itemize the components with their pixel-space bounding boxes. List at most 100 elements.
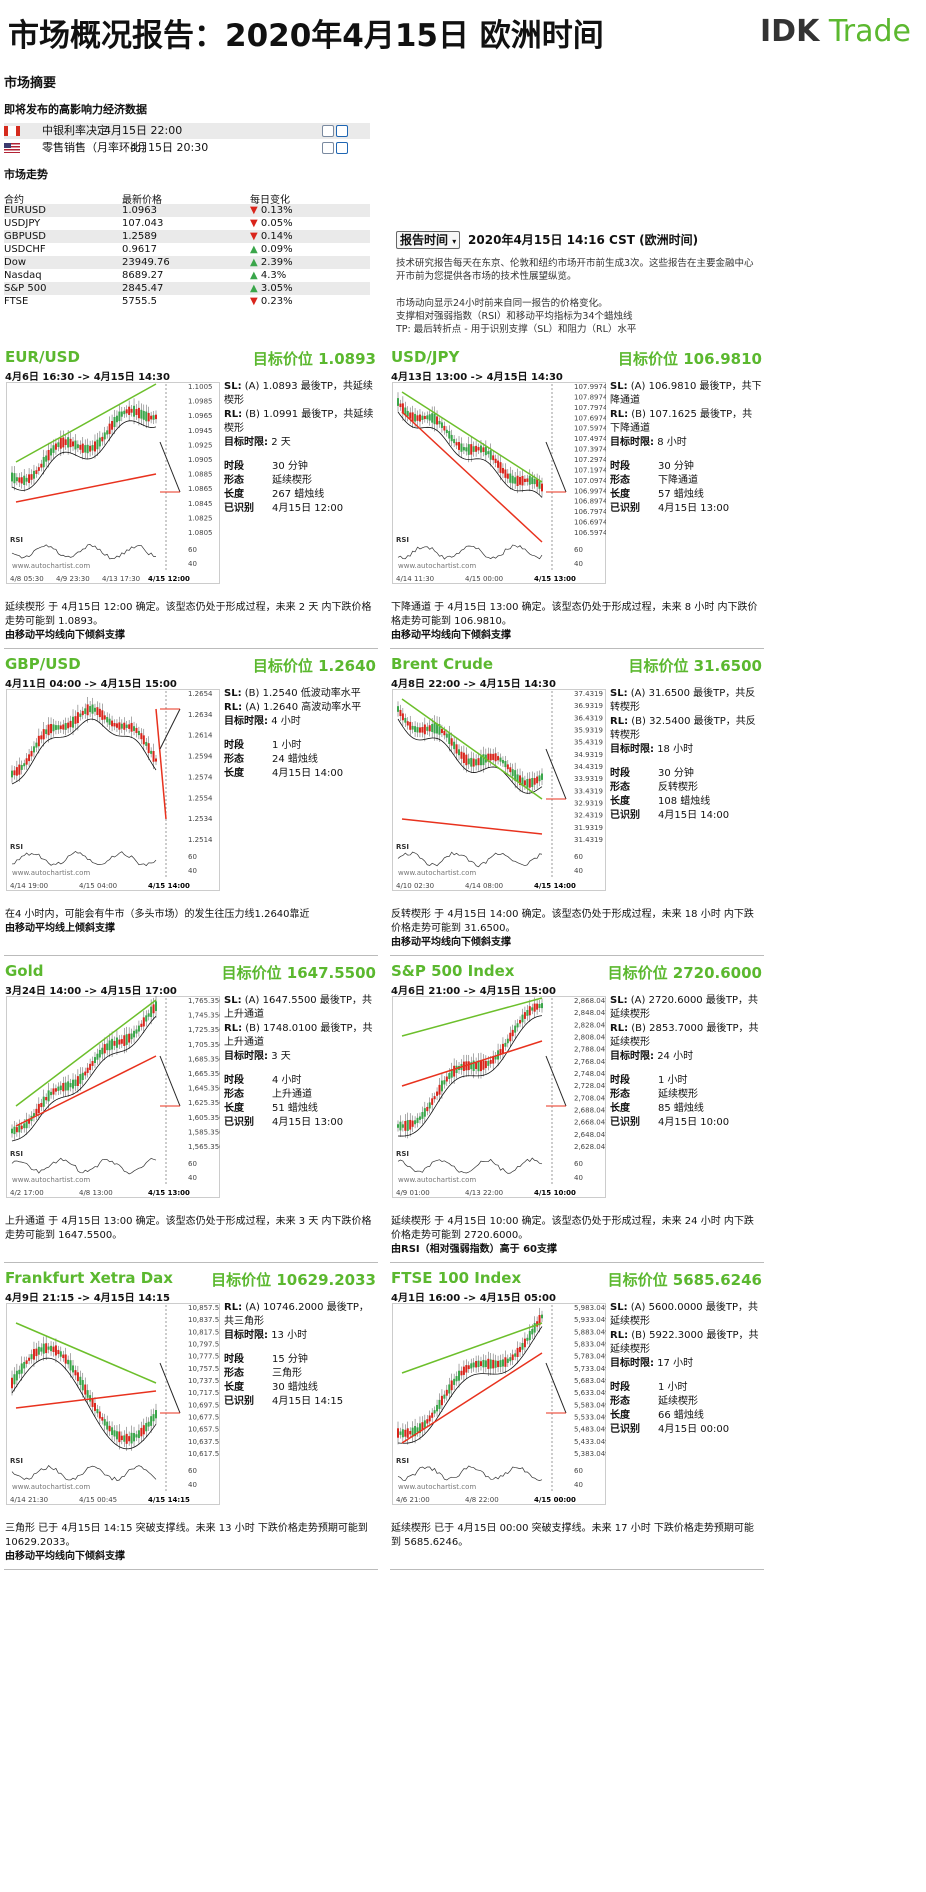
rsi-tick-label: 40 — [574, 560, 583, 568]
instrument-name: Dow — [4, 257, 26, 268]
candle — [499, 757, 502, 762]
candle — [421, 1112, 424, 1119]
candle — [108, 1425, 111, 1432]
candle — [123, 1435, 126, 1442]
candle — [113, 416, 116, 428]
candle — [541, 1003, 543, 1009]
candle — [460, 751, 463, 759]
candle — [133, 726, 136, 731]
y-tick-label: 2,688.0477 — [574, 1107, 606, 1115]
candle — [531, 777, 534, 787]
candle — [108, 423, 111, 435]
chart-area[interactable]: 1.1005 1.0985 1.0965 1.0945 1.0925 1.0905 1.08… — [6, 382, 220, 584]
candle — [98, 1411, 101, 1419]
arrow-up-icon: ▲ — [250, 283, 258, 294]
candle — [409, 1119, 412, 1130]
chart-area[interactable]: 2,868.0477 2,848.0477 2,828.0477 2,808.0477… — [392, 996, 614, 1198]
moving-average-line — [397, 411, 543, 498]
y-tick-label: 5,983.0494 — [574, 1304, 606, 1312]
candle — [108, 718, 111, 725]
us-flag-icon — [4, 143, 20, 153]
candle — [93, 1403, 96, 1411]
y-tick-label: 36.4319 — [574, 714, 603, 722]
candle — [479, 756, 482, 766]
y-tick-label: 107.1974 — [574, 466, 606, 474]
panel-description: 延续楔形 于 4月15日 12:00 确定。该型态仍处于形成过程，未来 2 天 … — [5, 602, 372, 627]
rsi-label: RSI — [10, 536, 23, 544]
candle — [445, 733, 448, 738]
candle — [130, 722, 133, 732]
chart-area[interactable]: 107.9974 107.8974 107.7974 107.6974 107.5974… — [392, 382, 608, 584]
x-tick-label: 4/9 23:30 — [56, 575, 90, 583]
watermark: www.autochartist.com — [12, 1176, 90, 1184]
calendar-icon[interactable] — [322, 125, 334, 137]
rsi-line — [397, 1465, 543, 1482]
candle — [450, 1069, 453, 1078]
candle — [69, 720, 72, 728]
calendar-add-icon[interactable] — [336, 125, 348, 137]
y-tick-label: 10,797.5176 — [188, 1341, 220, 1349]
candle — [42, 1096, 45, 1107]
candle — [74, 716, 77, 724]
arrow-down-icon: ▼ — [250, 231, 258, 242]
candle — [150, 415, 153, 420]
candle — [130, 408, 133, 413]
candle — [541, 773, 543, 780]
support-line — [401, 411, 543, 543]
candle — [521, 1014, 524, 1023]
candle — [11, 1128, 13, 1134]
candle — [42, 729, 45, 740]
candle — [67, 437, 70, 448]
panel-description: 延续楔形 已于 4月15日 00:00 突破支撑线。未来 17 小时 下跌价格走… — [391, 1523, 754, 1548]
candle — [72, 1365, 75, 1373]
candle — [509, 473, 512, 483]
candle — [426, 726, 429, 731]
support-line — [155, 708, 167, 820]
candle — [438, 724, 441, 735]
candle — [140, 1427, 143, 1437]
chart-area[interactable]: 10,857.5176 10,837.5176 10,817.5176 10,797.… — [6, 1303, 233, 1505]
candle — [514, 477, 517, 484]
candle — [69, 1360, 72, 1371]
candle — [514, 1353, 517, 1357]
chart-panel: Gold 目标价位 1647.5500 3月24日 14:00 -> 4月15日… — [4, 960, 378, 1263]
candle — [155, 1410, 157, 1419]
x-tick-label: 4/15 13:00 — [534, 575, 576, 583]
candle — [98, 708, 101, 718]
candle — [426, 1419, 429, 1424]
y-tick-label: 5,633.0494 — [574, 1389, 606, 1397]
candle — [458, 442, 461, 450]
candle — [455, 1065, 458, 1073]
forecast-arrow — [159, 1055, 181, 1107]
y-tick-label: 10,617.5176 — [188, 1450, 220, 1458]
candle — [133, 1030, 136, 1038]
candle — [519, 476, 522, 485]
rsi-tick-label: 40 — [574, 867, 583, 875]
candle — [467, 758, 470, 765]
instrument-change: ▼ 0.14% — [250, 231, 293, 242]
candle — [450, 434, 453, 442]
calendar-icon[interactable] — [322, 142, 334, 154]
instrument-change: ▼ 0.23% — [250, 296, 293, 307]
y-tick-label: 10,837.5176 — [188, 1316, 220, 1324]
chart-area[interactable]: 1,765.3567 1,745.3567 1,725.3567 1,705.3567… — [6, 994, 228, 1198]
chart-area[interactable]: 5,983.0494 5,933.0494 5,883.0494 5,833.0494… — [392, 1303, 615, 1505]
candle — [11, 1377, 13, 1389]
panel-info: SL: (A) 2720.6000 最後TP，共延续楔形 RL: (B) 285… — [610, 995, 759, 1128]
y-tick-label: 107.9974 — [574, 383, 606, 391]
candle — [416, 415, 419, 421]
chart-area[interactable]: 37.4319 36.9319 36.4319 35.9319 35.4319 34.93… — [392, 689, 606, 891]
calendar-add-icon[interactable] — [336, 142, 348, 154]
chart-area[interactable]: 1.2654 1.2634 1.2614 1.2594 1.2574 1.2554 1.25… — [6, 689, 220, 891]
panel-note: 由移动平均线向下倾斜支撑 — [391, 937, 511, 948]
candle — [472, 758, 475, 767]
report-time-button[interactable]: 报告时间 ▾ — [396, 231, 461, 249]
candle — [440, 1395, 443, 1406]
candle — [538, 1003, 541, 1008]
candle — [37, 1103, 40, 1114]
instrument-price: 5755.5 — [122, 296, 157, 307]
candle — [101, 1047, 104, 1055]
candle — [506, 764, 509, 770]
watermark: www.autochartist.com — [398, 1483, 476, 1491]
y-tick-label: 1,745.3567 — [188, 1012, 220, 1020]
